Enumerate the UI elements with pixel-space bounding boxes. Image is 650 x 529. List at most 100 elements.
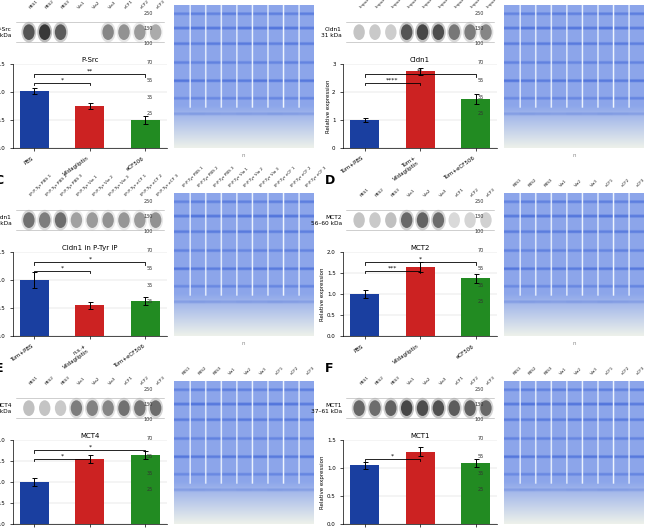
Text: 250: 250	[474, 387, 484, 393]
Ellipse shape	[23, 24, 34, 40]
Ellipse shape	[352, 398, 367, 418]
Ellipse shape	[150, 400, 161, 416]
Ellipse shape	[133, 210, 148, 231]
Text: PBS1: PBS1	[359, 375, 370, 386]
Text: 100: 100	[474, 41, 484, 46]
Y-axis label: Relative expression: Relative expression	[320, 455, 326, 509]
Ellipse shape	[384, 22, 398, 42]
Text: 130: 130	[474, 402, 484, 407]
Text: eCF2: eCF2	[140, 375, 150, 386]
Ellipse shape	[415, 22, 430, 42]
Text: *: *	[88, 445, 92, 450]
Text: Via1: Via1	[407, 188, 416, 197]
Bar	[350, 120, 379, 148]
Text: Input PBS 2: Input PBS 2	[375, 0, 395, 10]
Text: eCF1: eCF1	[124, 0, 135, 10]
Ellipse shape	[21, 210, 36, 231]
Text: Via1: Via1	[558, 367, 567, 376]
Text: Via1: Via1	[407, 376, 416, 386]
Text: n: n	[572, 153, 576, 158]
Ellipse shape	[116, 210, 131, 231]
Text: *: *	[60, 453, 64, 458]
Text: 100: 100	[144, 41, 153, 46]
Text: 35: 35	[147, 471, 153, 476]
Text: IP:P-Tyr PBS 2: IP:P-Tyr PBS 2	[45, 174, 68, 197]
Text: 250: 250	[474, 199, 484, 204]
Bar	[462, 463, 490, 524]
Text: eCF2: eCF2	[290, 366, 300, 376]
Ellipse shape	[37, 398, 52, 418]
Text: eCF1: eCF1	[454, 375, 465, 386]
Bar	[20, 280, 49, 336]
Text: 55: 55	[477, 78, 484, 83]
Text: eCF2: eCF2	[140, 0, 150, 10]
Text: 55: 55	[477, 266, 484, 271]
Text: Via3: Via3	[108, 0, 118, 10]
Ellipse shape	[118, 400, 130, 416]
Text: *: *	[391, 453, 394, 458]
Text: 100: 100	[144, 417, 153, 422]
Text: Input PBS 3: Input PBS 3	[391, 0, 411, 10]
Ellipse shape	[384, 210, 398, 231]
Ellipse shape	[103, 400, 114, 416]
Title: MCT2: MCT2	[410, 245, 430, 251]
Bar	[350, 466, 379, 524]
Text: 100: 100	[144, 229, 153, 234]
Ellipse shape	[55, 400, 66, 416]
Text: Via2: Via2	[244, 367, 253, 376]
Ellipse shape	[433, 400, 444, 416]
Ellipse shape	[116, 398, 131, 418]
Text: 250: 250	[474, 11, 484, 16]
Text: PBS3: PBS3	[391, 375, 402, 386]
Text: eCF2: eCF2	[470, 375, 481, 386]
Ellipse shape	[118, 24, 130, 40]
Text: 100: 100	[474, 229, 484, 234]
Bar	[75, 106, 104, 148]
Text: Cldn1
31 kDa: Cldn1 31 kDa	[0, 215, 12, 226]
Ellipse shape	[367, 22, 382, 42]
Ellipse shape	[71, 400, 82, 416]
Ellipse shape	[480, 400, 491, 416]
Text: Via3: Via3	[108, 376, 118, 386]
Text: *: *	[88, 257, 92, 262]
Ellipse shape	[148, 210, 163, 231]
Bar	[406, 452, 435, 524]
Text: 250: 250	[144, 11, 153, 16]
Ellipse shape	[385, 212, 396, 228]
Text: eCF3: eCF3	[156, 375, 166, 386]
Text: PBS2: PBS2	[528, 366, 538, 376]
Text: 70: 70	[147, 248, 153, 253]
Title: MCT1: MCT1	[410, 433, 430, 440]
Text: Via3: Via3	[438, 188, 448, 197]
Text: IP:P-Tyr eCF 1: IP:P-Tyr eCF 1	[124, 174, 148, 197]
Text: IP:P-Tyr Via 1: IP:P-Tyr Via 1	[77, 175, 99, 197]
Ellipse shape	[352, 22, 367, 42]
Ellipse shape	[448, 24, 460, 40]
Ellipse shape	[399, 210, 414, 231]
Text: Via1: Via1	[228, 367, 237, 376]
Ellipse shape	[101, 398, 116, 418]
Text: 130: 130	[144, 214, 153, 218]
Ellipse shape	[133, 22, 148, 42]
Ellipse shape	[134, 400, 146, 416]
Ellipse shape	[399, 398, 414, 418]
Ellipse shape	[401, 400, 412, 416]
Text: 35: 35	[147, 95, 153, 101]
Ellipse shape	[55, 212, 66, 228]
Text: Input eCF 3: Input eCF 3	[486, 0, 506, 10]
Text: 35: 35	[477, 284, 484, 288]
Text: eCF1: eCF1	[605, 178, 615, 188]
Text: eCF1: eCF1	[605, 366, 615, 376]
Text: PBS3: PBS3	[391, 187, 402, 197]
Ellipse shape	[352, 210, 367, 231]
Ellipse shape	[101, 210, 116, 231]
Ellipse shape	[86, 212, 98, 228]
Bar	[75, 305, 104, 336]
Text: PBS1: PBS1	[29, 0, 40, 10]
Ellipse shape	[71, 212, 82, 228]
Text: PBS1: PBS1	[512, 366, 522, 376]
Text: eCF2: eCF2	[620, 366, 630, 376]
Text: 25: 25	[147, 299, 153, 304]
Ellipse shape	[103, 212, 114, 228]
Ellipse shape	[464, 212, 476, 228]
